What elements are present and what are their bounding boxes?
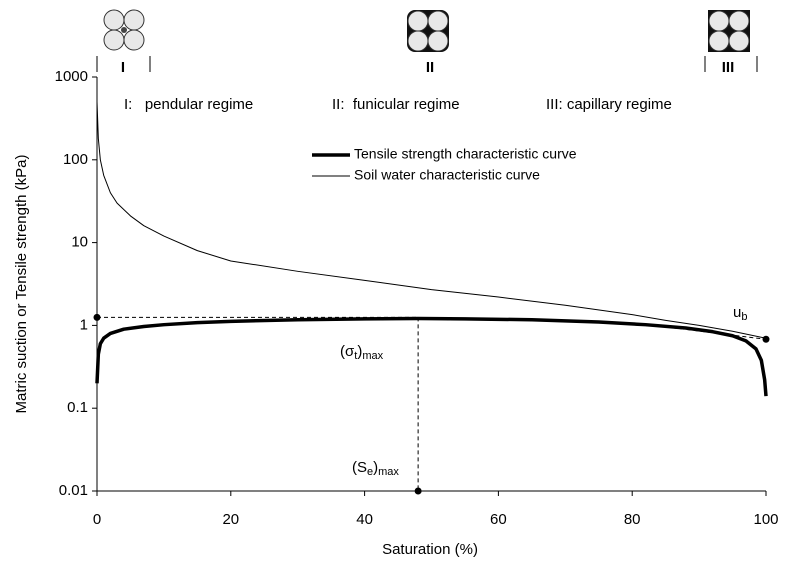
point <box>414 487 422 495</box>
y-tick-label: 100 <box>63 151 88 168</box>
regime-label: I <box>121 59 125 76</box>
x-tick-label: 100 <box>753 511 778 528</box>
y-tick-label: 1 <box>80 316 88 333</box>
x-tick-label: 40 <box>356 511 373 528</box>
particle-icons <box>103 9 750 52</box>
regime-text: II: funicular regime <box>332 96 460 113</box>
x-tick-label: 60 <box>490 511 507 528</box>
regime-text: I: pendular regime <box>124 96 253 113</box>
regime-label: II <box>426 59 434 76</box>
x-axis-title: Saturation (%) <box>382 541 478 558</box>
annotation: ub <box>733 304 747 323</box>
annotation-part: t <box>354 350 357 362</box>
annotation-part: u <box>733 304 741 321</box>
annotation-part: max <box>362 350 383 362</box>
annotation-part: max <box>378 466 399 478</box>
annotation: (Se)max <box>352 459 399 478</box>
annotation-part: ) <box>373 459 378 476</box>
y-tick-label: 10 <box>71 234 88 251</box>
x-tick-label: 80 <box>624 511 641 528</box>
annotation: (σt)max <box>340 343 384 362</box>
annotation-part: (S <box>352 459 367 476</box>
y-axis-title: Matric suction or Tensile strength (kPa) <box>13 155 30 414</box>
annotation-part: ) <box>357 343 362 360</box>
annotation-part: (σ <box>340 343 355 360</box>
series-line <box>96 101 767 339</box>
point <box>762 335 770 343</box>
y-tick-label: 0.01 <box>59 482 88 499</box>
y-tick-label: 0.1 <box>67 399 88 416</box>
annotation-part: e <box>367 466 373 478</box>
legend-label: Soil water characteristic curve <box>354 167 540 183</box>
series-line <box>95 316 768 397</box>
y-tick-label: 1000 <box>55 68 88 85</box>
x-tick-label: 0 <box>93 511 101 528</box>
annotation-part: b <box>741 311 747 323</box>
regime-label: III <box>722 59 735 76</box>
regime-text: III: capillary regime <box>546 96 672 113</box>
legend-label: Tensile strength characteristic curve <box>354 146 577 162</box>
point <box>93 313 101 321</box>
x-tick-label: 20 <box>222 511 239 528</box>
regime-brackets <box>96 56 758 72</box>
